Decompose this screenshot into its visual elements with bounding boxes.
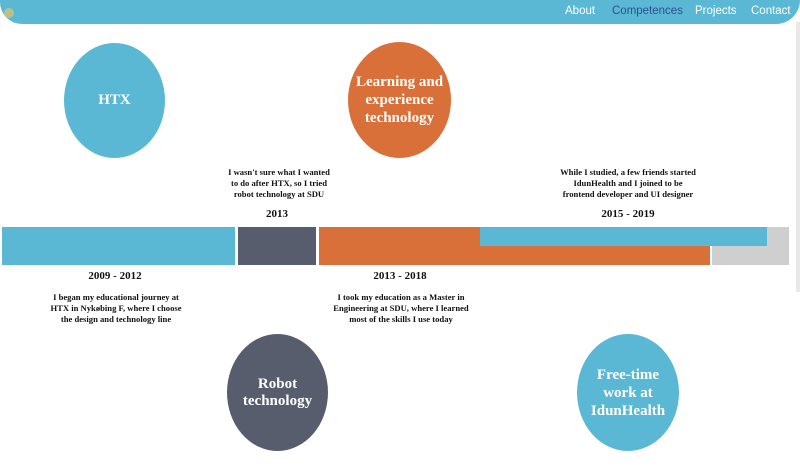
circle-htx-label: HTX — [98, 92, 131, 108]
master-description: I took my education as a Master in Engin… — [333, 292, 469, 324]
nav-contact[interactable]: Contact — [751, 5, 791, 17]
circle-freetime: Free-time work at IdunHealth — [577, 334, 679, 451]
timeline-bar-robot — [238, 227, 316, 265]
timeline-bar-future-top — [767, 227, 789, 246]
timeline-bar-idun — [480, 227, 767, 246]
circle-robot-label: Robot technology — [242, 375, 313, 409]
master-years: 2013 - 2018 — [373, 270, 427, 282]
circle-freetime-label: Free-time work at IdunHealth — [590, 366, 666, 419]
robot-description: I wasn't sure what I wanted to do after … — [228, 167, 330, 199]
logo-icon — [4, 8, 14, 18]
timeline-bar-htx — [2, 227, 235, 265]
circle-learning-label: Learning and experience technology — [355, 74, 444, 126]
htx-years: 2009 - 2012 — [88, 270, 142, 282]
htx-description: I began my educational journey at HTX in… — [50, 292, 182, 324]
circle-robot: Robot technology — [227, 334, 328, 451]
scroll-edge — [796, 22, 800, 292]
top-navbar: About Competences Projects Contact — [0, 0, 800, 24]
idun-years: 2015 - 2019 — [601, 208, 655, 220]
nav-projects[interactable]: Projects — [695, 5, 737, 17]
circle-learning: Learning and experience technology — [348, 42, 451, 158]
robot-years: 2013 — [266, 208, 288, 220]
circle-htx: HTX — [64, 43, 165, 158]
nav-competences[interactable]: Competences — [612, 5, 683, 17]
idun-description: While I studied, a few friends started I… — [560, 167, 696, 199]
nav-about[interactable]: About — [565, 5, 596, 17]
